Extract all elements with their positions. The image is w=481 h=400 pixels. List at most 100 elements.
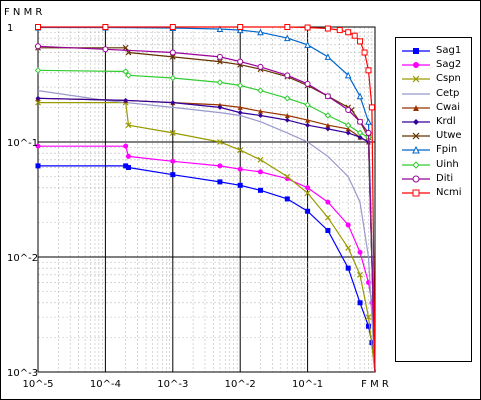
- legend-swatch: [402, 48, 430, 54]
- legend-item-cspn: Cspn: [396, 72, 471, 86]
- point-ncmi: [102, 24, 109, 30]
- legend-item-fpin: Fpin: [396, 143, 471, 157]
- legend-item-cwai: Cwai: [396, 101, 471, 115]
- legend-swatch: [402, 62, 430, 69]
- point-diti: [304, 80, 311, 87]
- legend-label: Krdl: [436, 116, 456, 127]
- series-cspn: [35, 99, 376, 373]
- legend-item-cetp: Cetp: [396, 87, 471, 101]
- legend-label: Uinh: [436, 158, 459, 170]
- point-sag2: [237, 166, 243, 172]
- y-tick-label: 1: [7, 23, 13, 34]
- point-sag1: [123, 163, 129, 169]
- series-line-uinh: [37, 69, 376, 373]
- x-tick-label: 10^-5: [22, 379, 53, 390]
- point-utwe: [169, 53, 176, 60]
- point-sag1: [125, 165, 131, 171]
- point-fpin: [216, 25, 224, 33]
- point-krdl: [237, 110, 243, 116]
- point-sag2: [125, 153, 131, 159]
- series-ncmi: [35, 24, 376, 373]
- point-ncmi: [365, 67, 372, 74]
- point-uinh: [324, 112, 332, 119]
- point-diti: [102, 46, 109, 53]
- legend-label: Cspn: [436, 73, 461, 85]
- point-ncmi: [336, 27, 343, 34]
- point-cspn: [304, 190, 311, 196]
- point-sag1: [305, 208, 311, 214]
- tick-labels: 10^-5 10^-4 10^-3 10^-2 10^-1 F M R 1 10^-1 10^-…: [7, 23, 389, 390]
- point-cwai: [237, 104, 243, 110]
- point-krdl: [284, 117, 290, 123]
- point-diti: [237, 58, 244, 65]
- point-krdl: [123, 97, 129, 103]
- point-uinh: [284, 95, 291, 102]
- point-cspn: [324, 214, 331, 221]
- point-diti: [216, 53, 223, 60]
- x-tick-label: 10^-1: [292, 379, 323, 390]
- point-uinh: [34, 67, 42, 74]
- y-axis-label: F N M R: [4, 7, 42, 18]
- point-diti: [345, 106, 352, 113]
- point-cspn: [169, 129, 176, 136]
- point-ncmi: [35, 24, 41, 30]
- legend-label: Diti: [436, 172, 454, 184]
- point-sag2: [325, 199, 331, 205]
- point-sag1: [365, 323, 371, 329]
- legend-item-uinh: Uinh: [396, 158, 471, 172]
- point-krdl: [35, 95, 41, 101]
- point-cspn: [345, 244, 352, 251]
- point-fpin: [365, 118, 372, 125]
- point-cspn: [35, 99, 41, 106]
- x-tick-label: 10^-2: [225, 379, 256, 390]
- legend: Sag1 Sag2 Cspn Cetp Cwai Krdl Utwe Fpin Uinh Diti…: [395, 37, 472, 362]
- point-ncmi: [324, 25, 331, 32]
- point-diti: [324, 93, 331, 100]
- legend-swatch: [402, 160, 430, 169]
- point-sag2: [305, 185, 311, 191]
- point-fpin: [324, 53, 332, 60]
- y-tick-label: 10^-1: [7, 138, 38, 149]
- point-sag1: [257, 187, 263, 193]
- point-sag1: [35, 163, 41, 169]
- point-ncmi: [304, 24, 311, 31]
- point-krdl: [357, 134, 363, 140]
- point-diti: [35, 43, 41, 50]
- y-tick-label: 10^-2: [7, 253, 38, 264]
- point-cspn: [237, 147, 244, 154]
- legend-label: Sag1: [436, 45, 462, 56]
- series-krdl: [35, 95, 376, 373]
- point-sag1: [357, 300, 363, 306]
- series-layer: [34, 23, 376, 373]
- point-krdl: [325, 126, 331, 132]
- point-krdl: [217, 104, 223, 110]
- point-uinh: [344, 121, 352, 129]
- point-uinh: [356, 129, 364, 137]
- legend-swatch: [402, 75, 430, 83]
- legend-label: Sag2: [436, 59, 462, 71]
- point-sag1: [284, 196, 290, 202]
- series-line-cetp: [37, 90, 376, 373]
- point-utwe: [216, 58, 223, 65]
- point-diti: [169, 49, 176, 56]
- point-sag2: [357, 249, 363, 255]
- legend-label: Fpin: [436, 144, 458, 156]
- legend-item-ncmi: Ncmi: [396, 186, 471, 200]
- legend-swatch: [402, 146, 430, 154]
- point-sag1: [170, 172, 176, 178]
- legend-swatch: [402, 92, 430, 95]
- point-fpin: [356, 92, 364, 100]
- series-diti: [35, 43, 376, 373]
- point-cwai: [345, 126, 351, 132]
- point-fpin: [284, 34, 291, 42]
- point-uinh: [236, 82, 244, 89]
- point-ncmi: [351, 32, 358, 39]
- point-ncmi: [169, 24, 176, 30]
- legend-label: Cetp: [436, 87, 460, 99]
- legend-item-krdl: Krdl: [396, 115, 471, 129]
- point-ncmi: [368, 104, 375, 111]
- legend-label: Utwe: [436, 130, 462, 142]
- point-sag2: [35, 143, 41, 149]
